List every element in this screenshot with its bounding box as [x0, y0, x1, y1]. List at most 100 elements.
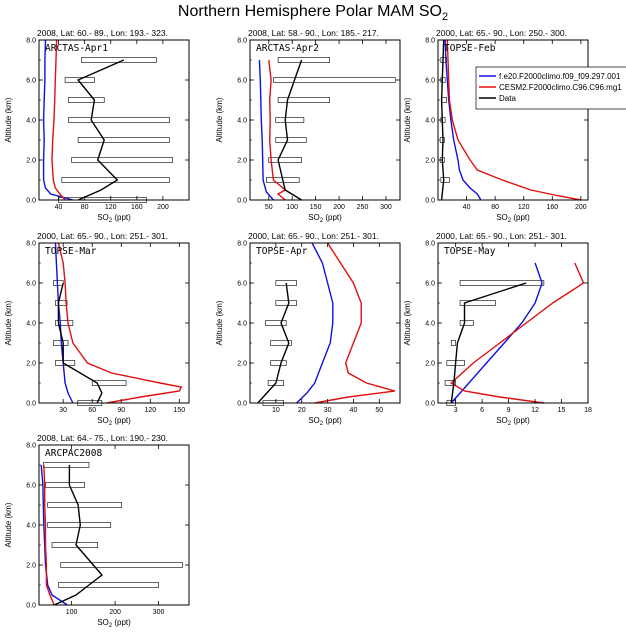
series-line-model1	[444, 39, 482, 201]
obs-range-box	[91, 380, 127, 386]
series-line-model1	[296, 242, 334, 404]
x-tick-label: 30	[324, 407, 332, 414]
x-tick-label: 200	[333, 204, 345, 211]
series-line-obs	[257, 282, 290, 404]
x-tick-label: 40	[350, 407, 358, 414]
series-line-model2	[268, 59, 287, 201]
x-axis-label: SO2 (ppt)	[308, 213, 342, 224]
obs-range-box	[51, 542, 98, 548]
obs-range-box	[77, 137, 170, 143]
x-tick-label: 12	[531, 407, 539, 414]
y-tick-label: 4.0	[237, 118, 247, 125]
obs-range-box	[55, 320, 74, 326]
obs-range-box	[450, 340, 456, 346]
series-line-obs	[57, 282, 103, 404]
y-tick-label: 2.0	[237, 158, 247, 165]
x-tick-label: 80	[491, 204, 499, 211]
series-line-model2	[314, 242, 395, 404]
x-tick-label: 6	[480, 407, 484, 414]
y-tick-label: 6.0	[26, 281, 36, 288]
legend-label: f.e20.F2000climo.f09_f09.297.001	[499, 72, 621, 81]
y-tick-label: 2.0	[425, 158, 435, 165]
legend-box	[475, 66, 626, 110]
panel-label: TOPSE-Apr	[256, 246, 308, 257]
obs-range-box	[270, 360, 287, 366]
obs-range-box	[459, 320, 474, 326]
plot-frame	[437, 39, 589, 201]
x-axis-label: SO2 (ppt)	[97, 618, 131, 629]
y-axis-label: Altitude (km)	[215, 97, 224, 142]
panel-subtitle: 2000, Lat: 65.- 90., Lon: 251.- 301.	[37, 231, 168, 241]
obs-range-box	[68, 117, 170, 123]
series-line-model1	[42, 39, 74, 201]
y-tick-label: 8.0	[237, 241, 247, 248]
y-tick-label: 4.0	[425, 118, 435, 125]
x-tick-label: 250	[357, 204, 369, 211]
y-tick-label: 4.0	[237, 321, 247, 328]
x-tick-label: 150	[310, 204, 322, 211]
series-line-model2	[51, 39, 66, 201]
obs-range-box	[459, 300, 496, 306]
y-tick-label: 4.0	[26, 321, 36, 328]
obs-range-box	[277, 97, 330, 103]
y-tick-label: 2.0	[425, 361, 435, 368]
obs-range-box	[277, 57, 330, 63]
panel-subtitle: 2000, Lat: 65.- 90., Lon: 251.- 301.	[248, 231, 379, 241]
panel-subtitle: 2008, Lat: 60.- 89., Lon: 193.- 323.	[37, 28, 168, 38]
y-tick-label: 6.0	[26, 78, 36, 85]
panel-label: ARCPAC2008	[45, 448, 102, 459]
panel-label: ARCTAS-Apr2	[256, 43, 319, 54]
x-tick-label: 50	[375, 407, 383, 414]
y-axis-label: Altitude (km)	[403, 97, 412, 142]
obs-range-box	[275, 137, 307, 143]
y-tick-label: 8.0	[26, 241, 36, 248]
y-axis-label: Altitude (km)	[4, 97, 13, 142]
x-tick-label: 60	[88, 407, 96, 414]
y-tick-label: 6.0	[425, 78, 435, 85]
obs-range-box	[68, 97, 105, 103]
x-axis-label: SO2 (ppt)	[97, 213, 131, 224]
x-tick-label: 200	[575, 204, 587, 211]
obs-range-box	[459, 280, 545, 286]
y-tick-label: 4.0	[26, 523, 36, 530]
legend-label: Data	[499, 94, 516, 103]
panel-subtitle: 2008, Lat: 58.- 90., Lon: 185.- 217.	[248, 28, 379, 38]
obs-range-box	[60, 562, 183, 568]
series-line-model2	[43, 464, 55, 606]
x-tick-label: 90	[117, 407, 125, 414]
y-axis-label: Altitude (km)	[215, 300, 224, 345]
x-tick-label: 9	[507, 407, 511, 414]
series-line-model1	[40, 464, 68, 606]
y-tick-label: 0.0	[26, 603, 36, 610]
obs-range-box	[45, 482, 85, 488]
x-tick-label: 40	[55, 204, 63, 211]
x-tick-label: 120	[105, 204, 117, 211]
y-tick-label: 8.0	[425, 241, 435, 248]
panel-label: ARCTAS-Apr1	[45, 43, 108, 54]
panel-1: 2008, Lat: 58.- 90., Lon: 185.- 217. ARCT…	[215, 28, 401, 224]
obs-range-box	[55, 300, 68, 306]
x-tick-label: 160	[546, 204, 558, 211]
obs-range-box	[265, 320, 287, 326]
x-tick-label: 300	[380, 204, 392, 211]
y-tick-label: 0.0	[425, 401, 435, 408]
x-tick-label: 150	[173, 407, 185, 414]
x-tick-label: 30	[59, 407, 67, 414]
obs-range-box	[55, 360, 76, 366]
x-tick-label: 100	[286, 204, 298, 211]
series-line-model2	[57, 242, 183, 404]
panel-label: TOPSE-Feb	[444, 43, 496, 54]
figure-title: Northern Hemisphere Polar MAM SO2	[178, 3, 448, 23]
y-tick-label: 4.0	[425, 321, 435, 328]
obs-range-box	[275, 300, 297, 306]
obs-range-box	[444, 380, 456, 386]
y-tick-label: 8.0	[26, 443, 36, 450]
panel-label: TOPSE-Mar	[45, 246, 97, 257]
x-tick-label: 200	[109, 609, 121, 616]
x-axis-label: SO2 (ppt)	[496, 416, 530, 427]
y-tick-label: 0.0	[425, 198, 435, 205]
y-tick-label: 8.0	[425, 38, 435, 45]
panel-label: TOPSE-May	[444, 246, 496, 257]
panel-subtitle: 2008, Lat: 64.- 75., Lon: 190.- 230.	[37, 433, 168, 443]
x-tick-label: 120	[518, 204, 530, 211]
